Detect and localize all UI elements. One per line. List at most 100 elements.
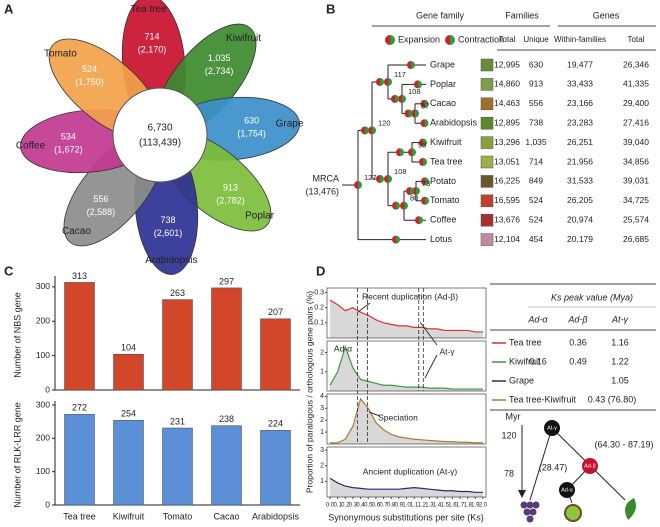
species-icon xyxy=(480,58,494,72)
table-cell: 29,400 xyxy=(623,98,649,108)
column-header: Ad-β xyxy=(567,314,587,324)
petal-name: Tea tree xyxy=(131,4,168,15)
y-tick-label: 0 xyxy=(45,384,50,394)
area xyxy=(330,478,483,497)
petal-name: Coffee xyxy=(16,141,46,152)
x-tick-label: 0.2 xyxy=(341,503,350,509)
group-header: Genes xyxy=(593,10,620,20)
petal-name: Grape xyxy=(276,119,304,130)
kiwi-icon xyxy=(566,506,580,520)
petal-total: (2,782) xyxy=(216,196,245,206)
table-cell: 556 xyxy=(529,98,543,108)
x-tick-label: 0.6 xyxy=(372,503,381,509)
table-cell: 14,860 xyxy=(494,79,520,89)
column-header: Total xyxy=(628,35,645,44)
x-tick-label: 0.0 xyxy=(326,503,335,509)
value-label: 254 xyxy=(121,409,136,419)
grape-icon xyxy=(526,501,534,509)
node-label: 120 xyxy=(378,118,391,127)
contraction-half xyxy=(404,201,408,210)
table-cell: 1.16 xyxy=(611,337,629,347)
x-tick-label: 1.2 xyxy=(418,503,427,509)
expansion-half xyxy=(404,109,409,118)
y-tick-label: 300 xyxy=(36,399,50,409)
table-cell: 1.22 xyxy=(611,356,629,366)
x-tick-label: Tomato xyxy=(163,511,193,521)
contraction-half xyxy=(388,174,392,183)
time-tick: 120 xyxy=(501,430,516,440)
petal-unique: 1,035 xyxy=(208,53,231,63)
table-cell: 13,296 xyxy=(494,137,520,147)
annotation: Ad-α xyxy=(334,343,352,353)
petal-unique: 524 xyxy=(82,64,97,74)
y-tick-label: 0.2 xyxy=(314,305,324,312)
species-icon xyxy=(480,136,494,149)
density-line xyxy=(329,477,483,493)
range-label: (28.47) xyxy=(539,462,568,472)
node-label: 73 xyxy=(422,179,430,188)
core xyxy=(112,87,208,183)
panel-label: B xyxy=(326,1,335,16)
contraction-half xyxy=(416,187,420,196)
annotation: Speciation xyxy=(378,412,418,422)
annotation: At-γ xyxy=(439,346,455,356)
table-cell: 34,856 xyxy=(623,156,649,166)
x-tick-label: 2.0 xyxy=(479,503,488,509)
x-tick-label: 0.4 xyxy=(356,503,365,509)
row-name: Tea tree xyxy=(509,337,542,347)
grape-icon xyxy=(520,501,528,509)
x-tick-label: 1.7 xyxy=(456,503,465,509)
petal-unique: 534 xyxy=(61,131,76,141)
root-label: MRCA xyxy=(313,173,340,183)
contraction-half xyxy=(395,94,399,103)
x-tick-label: 1.5 xyxy=(441,503,450,509)
table-cell: 26,205 xyxy=(567,195,593,205)
table-cell: 1,035 xyxy=(525,137,547,147)
expansion-half xyxy=(392,235,396,244)
lineage xyxy=(529,427,553,501)
y-tick-label: 1 xyxy=(320,478,324,485)
expansion-half xyxy=(411,109,415,118)
group-header: Families xyxy=(505,10,539,20)
table-cell: 714 xyxy=(529,156,543,166)
bar xyxy=(64,282,95,391)
x-tick-label: Arabidopsis xyxy=(252,511,300,521)
bar xyxy=(162,299,193,391)
row-name: Grape xyxy=(509,375,534,385)
legend-label: Contraction xyxy=(458,34,504,44)
species-name: Coffee xyxy=(430,215,456,225)
bar xyxy=(162,427,193,506)
event-label: At-γ xyxy=(547,425,557,431)
density-line xyxy=(330,397,483,444)
species-icon xyxy=(480,97,494,111)
event-node xyxy=(559,482,575,498)
species-icon xyxy=(480,155,494,169)
unit: Myr xyxy=(506,411,521,421)
contraction-half xyxy=(425,177,429,186)
contraction-half xyxy=(388,77,392,86)
expansion-half xyxy=(406,187,410,196)
expansion-half xyxy=(384,174,388,183)
table-cell: 26,685 xyxy=(623,234,649,244)
y-tick-label: 1 xyxy=(320,369,324,376)
node-label: 108 xyxy=(408,87,421,96)
contraction-half xyxy=(424,119,429,128)
table-cell: 12,895 xyxy=(494,117,520,127)
contraction-half xyxy=(425,196,429,205)
table-cell: 13,676 xyxy=(494,214,520,224)
contraction-half xyxy=(412,148,416,157)
column-header: Within-families xyxy=(554,35,606,44)
species-name: Cacao xyxy=(430,98,456,108)
table-cell: 0.49 xyxy=(569,356,587,366)
y-tick-label: 200 xyxy=(36,316,50,326)
core-value: 6,730 xyxy=(147,123,172,134)
table-cell: 26,346 xyxy=(623,59,649,69)
contraction-half xyxy=(423,138,427,147)
species-icon xyxy=(480,194,494,208)
bar xyxy=(260,430,291,506)
expansion-half xyxy=(398,94,402,103)
petal-total: (2,734) xyxy=(205,66,234,76)
petal-unique: 913 xyxy=(223,183,238,193)
frame xyxy=(326,340,487,392)
y-axis-label: Proportion of paralogous / orthologous g… xyxy=(304,291,314,493)
